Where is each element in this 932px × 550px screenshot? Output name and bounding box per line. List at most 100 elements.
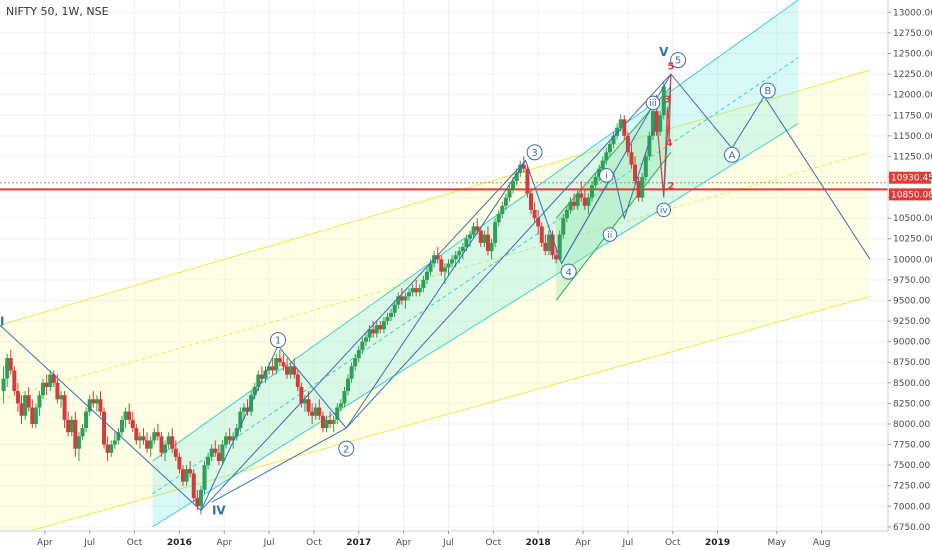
candle-body bbox=[503, 197, 508, 206]
candle-body bbox=[102, 411, 107, 445]
candle-body bbox=[206, 456, 211, 466]
candle-body bbox=[424, 271, 429, 280]
candle-body bbox=[435, 255, 440, 260]
candle-body bbox=[457, 251, 462, 256]
candle-body bbox=[367, 329, 372, 338]
candle-body bbox=[410, 288, 415, 293]
candle-body bbox=[5, 358, 10, 379]
candle-body bbox=[238, 411, 243, 429]
candle-body bbox=[270, 366, 275, 371]
candle-body bbox=[407, 292, 412, 297]
candle-body bbox=[285, 366, 290, 375]
wave-label: IV bbox=[212, 504, 226, 518]
y-tick-label: 11250.00 bbox=[893, 152, 932, 162]
candle-body bbox=[191, 473, 196, 499]
wave-label: B bbox=[764, 86, 771, 97]
channel-upper-yellow bbox=[0, 69, 871, 326]
candle-body bbox=[274, 358, 279, 371]
candle-body bbox=[87, 399, 92, 412]
channel-mid-yellow bbox=[0, 151, 871, 400]
y-tick-label: 7500.00 bbox=[893, 461, 930, 471]
y-tick-label: 9500.00 bbox=[893, 296, 930, 306]
x-tick-label: Apr bbox=[216, 538, 232, 548]
wave-label-circle bbox=[670, 52, 687, 69]
candle-body bbox=[313, 407, 318, 416]
candle-body bbox=[109, 444, 114, 453]
y-tick-label: 8250.00 bbox=[893, 399, 930, 409]
candle-body bbox=[127, 411, 132, 420]
price-tag bbox=[889, 171, 931, 184]
candle-body bbox=[73, 419, 78, 449]
candle-body bbox=[468, 234, 473, 239]
candle-body bbox=[159, 436, 164, 453]
candle-body bbox=[245, 407, 250, 412]
candle-body bbox=[392, 304, 397, 313]
candle-body bbox=[263, 370, 268, 379]
candle-body bbox=[224, 436, 229, 445]
candle-body bbox=[324, 419, 329, 429]
candle-body bbox=[615, 127, 620, 136]
channel-fill-yellow bbox=[0, 69, 871, 540]
wave-label: ii bbox=[607, 231, 612, 241]
candle-body bbox=[30, 407, 35, 424]
x-tick-label: 2019 bbox=[705, 538, 730, 548]
candle-body bbox=[256, 374, 261, 387]
x-tick-label: Oct bbox=[306, 538, 322, 548]
y-tick-label: 8750.00 bbox=[893, 358, 930, 368]
candle-body bbox=[148, 440, 153, 449]
candle-body bbox=[23, 395, 28, 416]
wave-label-circle bbox=[526, 144, 543, 161]
candle-body bbox=[310, 411, 315, 416]
candle-body bbox=[166, 436, 171, 445]
candle-body bbox=[661, 86, 666, 116]
candle-body bbox=[356, 349, 361, 359]
candle-body bbox=[338, 403, 343, 408]
candle-body bbox=[371, 329, 376, 334]
x-tick-label: 2016 bbox=[167, 538, 192, 548]
candle-body bbox=[259, 374, 264, 379]
y-tick-label: 11750.00 bbox=[893, 111, 932, 121]
candle-body bbox=[417, 288, 422, 293]
candle-body bbox=[209, 448, 214, 457]
candle-body bbox=[184, 469, 189, 482]
candle-body bbox=[381, 321, 386, 330]
candle-body bbox=[586, 197, 591, 206]
candle-body bbox=[94, 399, 99, 404]
channel-fill-cyan bbox=[152, 0, 799, 527]
candle-body bbox=[385, 316, 390, 322]
candle-body bbox=[252, 386, 257, 396]
candle-body bbox=[195, 498, 200, 507]
candle-body bbox=[213, 448, 218, 453]
x-axis-panel bbox=[0, 531, 932, 550]
candle-body bbox=[76, 436, 81, 449]
candle-body bbox=[442, 267, 447, 272]
candle-body bbox=[557, 234, 562, 260]
candle-body bbox=[554, 255, 559, 260]
candle-body bbox=[421, 279, 426, 289]
wave-label: 2 bbox=[667, 181, 674, 192]
wave-label-circle bbox=[270, 332, 287, 349]
y-tick-label: 10000.00 bbox=[893, 255, 932, 265]
candle-body bbox=[493, 222, 498, 243]
wave-path bbox=[345, 73, 672, 429]
candle-body bbox=[539, 226, 544, 243]
candle-body bbox=[546, 234, 551, 252]
candle-body bbox=[123, 411, 128, 420]
candle-body bbox=[37, 395, 42, 408]
candle-body bbox=[500, 205, 505, 215]
candle-body bbox=[105, 444, 110, 453]
candle-body bbox=[568, 201, 573, 210]
candle-body bbox=[582, 197, 587, 206]
candle-body bbox=[629, 152, 634, 165]
candle-body bbox=[317, 407, 322, 416]
x-tick-label: 2018 bbox=[526, 538, 551, 548]
wave-label: iv bbox=[660, 206, 669, 216]
x-tick-label: Jul bbox=[263, 538, 275, 548]
candle-body bbox=[277, 358, 282, 363]
candle-body bbox=[112, 440, 117, 445]
price-tag-label: 10850.00 bbox=[891, 190, 932, 200]
y-tick-label: 12500.00 bbox=[893, 50, 932, 60]
y-tick-label: 8000.00 bbox=[893, 420, 930, 430]
candle-body bbox=[130, 419, 135, 429]
